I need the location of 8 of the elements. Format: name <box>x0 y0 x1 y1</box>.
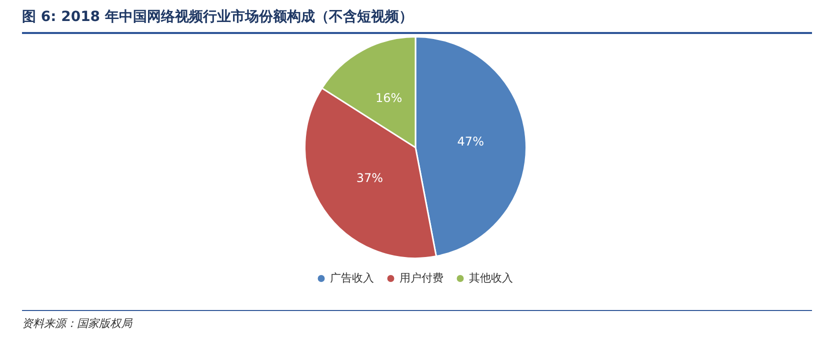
legend-label: 其他收入 <box>468 271 513 284</box>
data-label: 16% <box>375 91 402 106</box>
data-label: 47% <box>457 134 484 148</box>
chart-title: 图 6: 2018 年中国网络视频行业市场份额构成（不含短视频） <box>22 8 413 26</box>
legend-label: 广告收入 <box>330 271 374 284</box>
legend-label: 用户付费 <box>399 271 444 284</box>
text: 资料来源：国家版权局 <box>22 316 132 331</box>
data-label: 37% <box>356 170 384 185</box>
